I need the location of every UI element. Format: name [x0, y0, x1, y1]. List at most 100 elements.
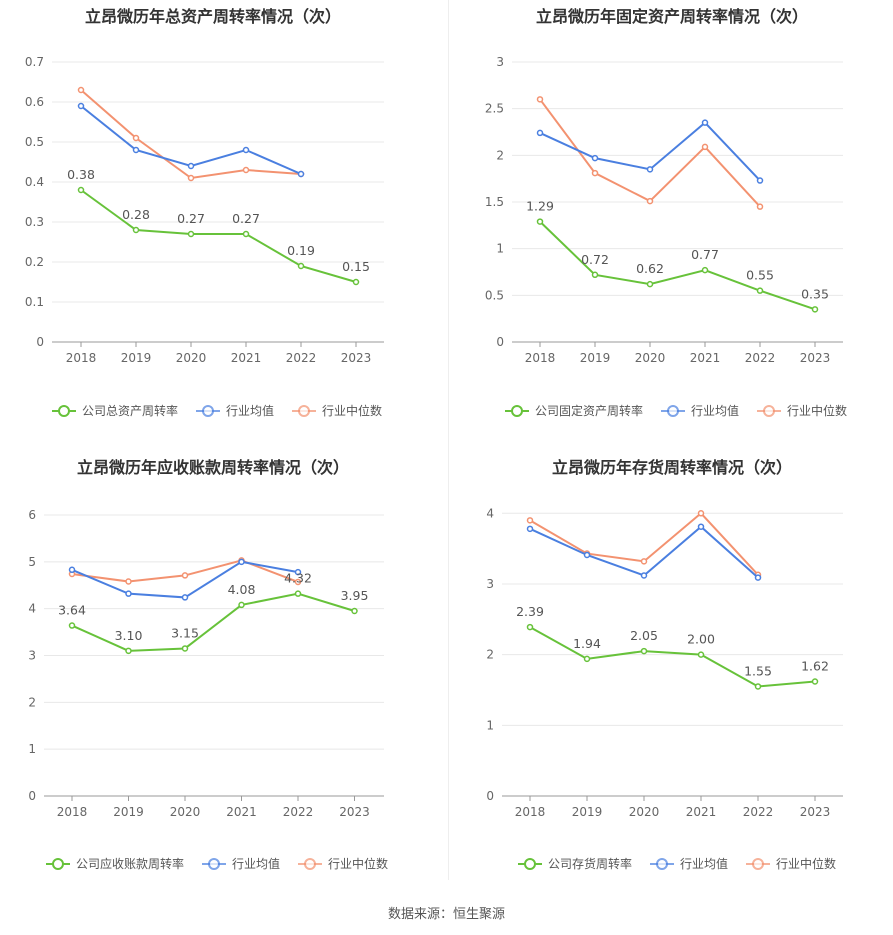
data-point-company[interactable] [132, 226, 140, 234]
legend-item-company[interactable]: 公司总资产周转率 [52, 403, 178, 418]
data-point-median[interactable] [756, 203, 764, 210]
y-tick-label: 1 [486, 718, 494, 732]
chart-title: 立昂微历年应收账款周转率情况（次） [77, 458, 349, 477]
data-point-avg[interactable] [297, 170, 305, 178]
data-point-avg[interactable] [125, 590, 132, 597]
data-point-median[interactable] [77, 86, 85, 94]
data-point-company[interactable] [187, 230, 195, 238]
series-line-company [539, 220, 816, 311]
legend-item-median[interactable]: 行业中位数 [298, 856, 388, 871]
legend-item-company[interactable]: 公司应收账款周转率 [46, 856, 184, 871]
data-point-company[interactable] [297, 262, 305, 270]
legend-item-avg[interactable]: 行业均值 [202, 856, 280, 871]
x-tick-label: 2020 [629, 805, 660, 819]
data-point-median[interactable] [701, 143, 709, 151]
data-point-company[interactable] [811, 678, 819, 685]
legend-item-median[interactable]: 行业中位数 [746, 856, 836, 871]
legend-item-avg[interactable]: 行业均值 [196, 403, 274, 418]
data-point-company[interactable] [125, 647, 132, 655]
legend-item-avg[interactable]: 行业均值 [650, 856, 728, 871]
data-point-company[interactable] [756, 287, 764, 294]
data-point-median[interactable] [536, 96, 544, 103]
data-point-median[interactable] [187, 174, 195, 182]
data-point-company[interactable] [352, 278, 360, 286]
x-tick-label: 2018 [57, 805, 88, 819]
data-label: 1.62 [801, 658, 829, 673]
data-point-median[interactable] [242, 166, 250, 174]
x-tick-label: 2020 [170, 805, 201, 819]
x-tick-label: 2021 [231, 351, 262, 365]
data-point-avg[interactable] [526, 525, 534, 533]
legend-label: 行业均值 [691, 403, 739, 418]
data-point-company[interactable] [583, 655, 591, 663]
data-point-avg[interactable] [697, 523, 705, 530]
data-point-company[interactable] [754, 683, 762, 690]
x-tick-label: 2020 [635, 351, 666, 365]
y-tick-label: 2.5 [485, 102, 504, 116]
data-point-avg[interactable] [591, 154, 599, 162]
data-point-avg[interactable] [68, 566, 76, 574]
data-point-company[interactable] [351, 607, 358, 615]
series-line-company [529, 626, 816, 688]
legend-item-avg[interactable]: 行业均值 [661, 403, 739, 418]
data-label: 0.27 [177, 211, 205, 226]
data-point-avg[interactable] [238, 558, 245, 566]
data-point-company[interactable] [77, 186, 85, 194]
data-label: 4.08 [228, 582, 256, 597]
data-point-avg[interactable] [583, 551, 591, 559]
x-tick-label: 2019 [121, 351, 152, 365]
data-point-median[interactable] [697, 510, 705, 517]
data-label: 1.55 [744, 663, 772, 678]
data-point-company[interactable] [811, 306, 819, 313]
data-point-company[interactable] [697, 651, 705, 658]
data-point-company[interactable] [238, 601, 245, 609]
y-tick-label: 0.4 [25, 175, 44, 189]
data-point-avg[interactable] [701, 119, 709, 126]
data-point-company[interactable] [294, 590, 302, 597]
data-point-avg[interactable] [646, 166, 654, 173]
data-point-company[interactable] [536, 218, 544, 225]
legend-marker-icon [752, 858, 764, 870]
data-point-median[interactable] [181, 572, 189, 579]
data-point-avg[interactable] [536, 129, 544, 137]
data-point-avg[interactable] [242, 146, 250, 154]
data-point-avg[interactable] [77, 102, 85, 110]
panel-divider [448, 0, 449, 880]
data-point-company[interactable] [242, 230, 250, 238]
data-point-median[interactable] [591, 169, 599, 177]
data-point-median[interactable] [125, 578, 132, 585]
data-point-company[interactable] [701, 266, 709, 274]
legend-item-median[interactable]: 行业中位数 [757, 403, 847, 418]
data-point-median[interactable] [132, 134, 140, 142]
data-point-avg[interactable] [640, 572, 648, 579]
data-point-avg[interactable] [294, 568, 302, 576]
y-tick-label: 6 [28, 508, 36, 522]
legend-marker-icon [304, 858, 316, 870]
data-point-median[interactable] [526, 517, 534, 524]
data-point-median[interactable] [640, 558, 648, 565]
data-point-median[interactable] [294, 578, 302, 586]
data-point-company[interactable] [640, 647, 648, 655]
data-point-company[interactable] [181, 645, 189, 652]
legend-item-company[interactable]: 公司固定资产周转率 [505, 403, 643, 418]
legend-item-median[interactable]: 行业中位数 [292, 403, 382, 418]
legend-label: 行业均值 [680, 856, 728, 871]
data-point-avg[interactable] [754, 574, 762, 581]
data-point-avg[interactable] [187, 162, 195, 170]
x-tick-label: 2021 [690, 351, 721, 365]
y-tick-label: 0 [486, 789, 494, 803]
data-label: 2.00 [687, 632, 715, 647]
data-point-avg[interactable] [132, 146, 140, 154]
data-point-company[interactable] [526, 623, 534, 631]
data-point-avg[interactable] [181, 594, 189, 601]
data-point-company[interactable] [591, 271, 599, 279]
data-point-company[interactable] [68, 622, 76, 629]
chart-title: 立昂微历年存货周转率情况（次） [552, 458, 792, 477]
data-point-company[interactable] [646, 280, 654, 288]
x-tick-label: 2023 [800, 351, 831, 365]
legend-item-company[interactable]: 公司存货周转率 [518, 856, 632, 871]
chart-panel-4: 立昂微历年存货周转率情况（次） 0 1 2 3 4 2018 2019 2020 2021 2022… [486, 458, 843, 871]
data-point-avg[interactable] [756, 177, 764, 184]
data-point-median[interactable] [646, 197, 654, 205]
legend-label: 行业中位数 [322, 403, 382, 418]
